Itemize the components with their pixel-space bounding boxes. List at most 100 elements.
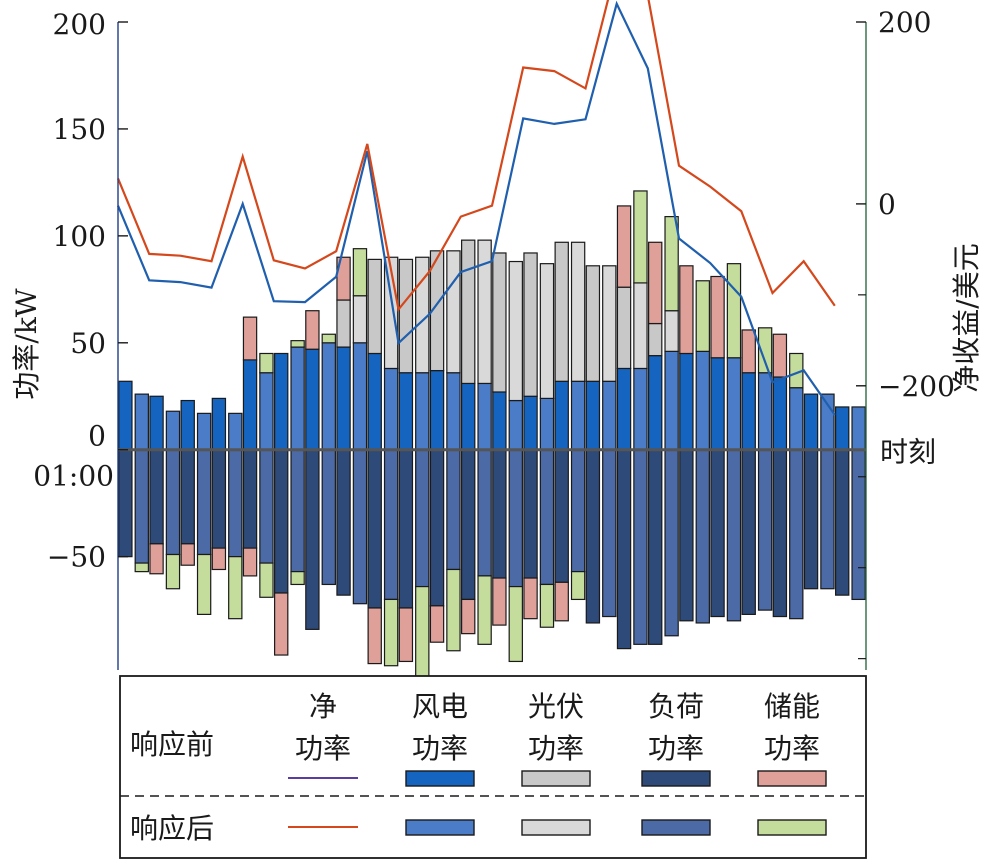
bar-storage-discharge-after-h1 xyxy=(134,562,149,573)
legend-pv-label-line1: 光伏 xyxy=(528,690,584,723)
bar-wind-before-h18 xyxy=(648,355,663,451)
bar-wind-after-h7 xyxy=(321,342,336,451)
bar-load-after-h18 xyxy=(664,449,679,637)
bar-wind-before-h2 xyxy=(149,395,164,451)
bar-load-before-h17 xyxy=(616,449,632,650)
bar-load-before-h10 xyxy=(398,449,414,609)
bar-wind-after-h3 xyxy=(196,412,212,451)
bar-load-before-h9 xyxy=(367,449,382,609)
legend-pv-before-swatch xyxy=(521,770,591,787)
bar-storage-charge-before-h7 xyxy=(305,310,320,350)
bar-load-after-h21 xyxy=(757,449,773,611)
bar-load-before-h23 xyxy=(803,449,819,590)
bar-load-after-h14 xyxy=(539,449,555,586)
bar-wind-after-h2 xyxy=(165,410,181,451)
bar-wind-before-h8 xyxy=(336,346,351,451)
bar-storage-discharge-before-h9 xyxy=(367,607,382,665)
bar-storage-discharge-after-h6 xyxy=(290,571,305,586)
x-axis-label: 时刻 xyxy=(880,436,936,469)
bar-pv-before-h10 xyxy=(398,258,414,374)
legend-wind-label-line1: 风电 xyxy=(412,690,468,723)
bar-load-after-h5 xyxy=(259,449,274,564)
right-axis-label: 净收益/美元 xyxy=(950,243,983,392)
legend-load-label-line2: 功率 xyxy=(648,732,704,765)
bar-storage-charge-after-h7 xyxy=(321,333,336,344)
bar-storage-charge-after-h8 xyxy=(352,248,368,297)
bar-load-before-h12 xyxy=(461,449,476,601)
legend-net-label-line2: 功率 xyxy=(295,732,351,765)
left-tick-label-100: 100 xyxy=(53,220,106,253)
bar-pv-before-h15 xyxy=(554,241,569,382)
bar-load-after-h10 xyxy=(415,449,430,588)
bar-wind-before-h7 xyxy=(305,348,320,451)
bar-wind-after-h1 xyxy=(134,393,149,451)
bar-load-after-h4 xyxy=(228,449,243,558)
bar-wind-before-h5 xyxy=(242,359,258,451)
legend-wind-before-swatch xyxy=(405,770,475,787)
bar-wind-after-h11 xyxy=(446,372,461,451)
bar-load-before-h3 xyxy=(180,449,195,545)
bar-load-before-h20 xyxy=(710,449,725,618)
axes-layer: 200 150 100 50 0 −50 200 0 −200 01:00 时刻 功率/kW 净收益/美… xyxy=(10,6,983,670)
bar-storage-charge-before-h21 xyxy=(741,329,756,374)
left-tick-label-50: 50 xyxy=(70,327,106,360)
bar-wind-after-h12 xyxy=(477,382,492,451)
bar-wind-before-h6 xyxy=(274,352,289,451)
line-net-revenue-after xyxy=(116,0,836,312)
bar-storage-discharge-after-h14 xyxy=(539,583,555,628)
bar-storage-charge-before-h22 xyxy=(772,333,788,378)
bar-load-after-h9 xyxy=(383,449,399,601)
bar-storage-charge-before-h19 xyxy=(679,265,694,355)
bar-load-before-h16 xyxy=(585,449,601,624)
bar-wind-before-h17 xyxy=(616,367,632,451)
bar-load-before-h1 xyxy=(118,449,133,558)
bar-wind-before-h24 xyxy=(835,406,850,451)
bar-storage-charge-before-h8 xyxy=(336,256,351,301)
bar-wind-before-h9 xyxy=(367,352,382,451)
bar-load-after-h24 xyxy=(851,449,866,601)
bar-load-after-h22 xyxy=(789,449,804,620)
bar-storage-discharge-after-h3 xyxy=(196,553,212,615)
bar-storage-charge-before-h5 xyxy=(242,316,258,361)
bar-wind-after-h8 xyxy=(352,342,368,451)
bar-load-before-h15 xyxy=(554,449,569,583)
legend-storage-label-line2: 功率 xyxy=(764,732,820,765)
bar-storage-discharge-after-h10 xyxy=(415,585,430,678)
bar-wind-before-h19 xyxy=(679,352,694,451)
bar-storage-discharge-before-h4 xyxy=(211,547,227,571)
bar-storage-charge-after-h5 xyxy=(259,352,274,374)
left-axis-label: 功率/kW xyxy=(10,288,43,399)
bar-wind-before-h12 xyxy=(461,382,476,451)
right-tick-label-0: 0 xyxy=(878,188,896,221)
bar-storage-discharge-before-h14 xyxy=(523,577,538,620)
bar-storage-discharge-after-h15 xyxy=(570,571,586,601)
right-tick-label--200: −200 xyxy=(878,370,955,403)
bar-load-before-h24 xyxy=(835,449,850,596)
bar-wind-after-h5 xyxy=(259,372,274,451)
bar-load-after-h12 xyxy=(477,449,492,577)
bar-storage-charge-before-h18 xyxy=(648,241,663,325)
bar-pv-before-h14 xyxy=(523,252,538,397)
bar-load-after-h23 xyxy=(820,449,835,590)
bar-wind-before-h10 xyxy=(398,372,414,451)
bar-pv-after-h17 xyxy=(633,282,648,370)
bar-wind-after-h6 xyxy=(290,346,305,451)
bar-wind-before-h23 xyxy=(803,393,819,451)
left-tick-label-150: 150 xyxy=(53,113,106,146)
bar-wind-after-h18 xyxy=(664,350,679,451)
bar-wind-after-h24 xyxy=(851,406,866,451)
bar-wind-after-h13 xyxy=(508,399,523,451)
bar-wind-after-h17 xyxy=(633,367,648,451)
bar-load-after-h13 xyxy=(508,449,523,588)
bar-wind-before-h20 xyxy=(710,357,725,451)
bar-wind-before-h11 xyxy=(429,369,445,451)
bar-storage-charge-after-h21 xyxy=(757,327,773,374)
bar-storage-discharge-after-h12 xyxy=(477,575,492,645)
bar-load-before-h13 xyxy=(492,449,507,579)
bar-load-after-h8 xyxy=(352,449,368,605)
bar-load-after-h11 xyxy=(446,449,461,571)
bar-wind-before-h4 xyxy=(211,397,227,451)
bar-load-before-h21 xyxy=(741,449,756,615)
bar-storage-charge-before-h20 xyxy=(710,275,725,359)
